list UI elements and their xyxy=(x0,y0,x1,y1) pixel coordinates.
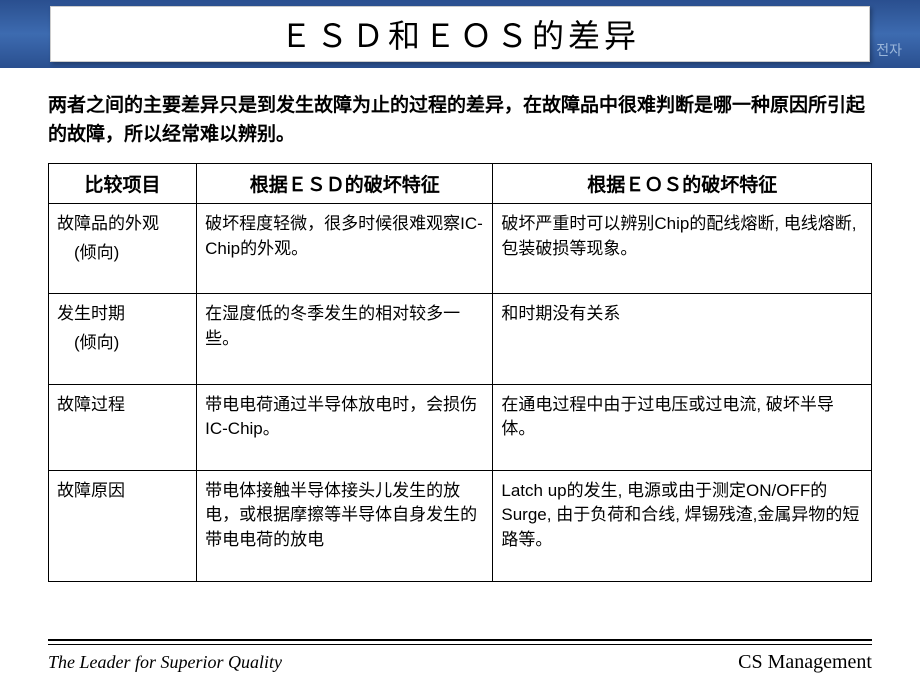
row-label: 故障品的外观 (倾向) xyxy=(49,204,197,294)
eos-cell: 在通电过程中由于过电压或过电流, 破坏半导体。 xyxy=(493,384,872,470)
esd-cell: 带电电荷通过半导体放电时，会损伤IC-Chip。 xyxy=(197,384,493,470)
comparison-table: 比较项目 根据ＥＳＤ的破坏特征 根据ＥＯＳ的破坏特征 故障品的外观 (倾向) 破… xyxy=(48,163,872,582)
eos-cell: 和时期没有关系 xyxy=(493,294,872,384)
footer-row: The Leader for Superior Quality CS Manag… xyxy=(48,651,872,674)
content-area: 两者之间的主要差异只是到发生故障为止的过程的差异，在故障品中很难判断是哪一种原因… xyxy=(0,68,920,582)
table-row: 故障原因 带电体接触半导体接头儿发生的放电，或根据摩擦等半导体自身发生的带电电荷… xyxy=(49,470,872,581)
table-header-row: 比较项目 根据ＥＳＤ的破坏特征 根据ＥＯＳ的破坏特征 xyxy=(49,164,872,204)
row-label: 发生时期 (倾向) xyxy=(49,294,197,384)
header-col1: 比较项目 xyxy=(49,164,197,204)
footer-org: CS Management xyxy=(738,651,872,674)
intro-text: 两者之间的主要差异只是到发生故障为止的过程的差异，在故障品中很难判断是哪一种原因… xyxy=(48,92,872,149)
title-box: ＥＳＤ和ＥＯＳ的差异 xyxy=(50,6,870,62)
footer-divider-thick xyxy=(48,639,872,641)
footer-divider-thin xyxy=(48,644,872,645)
eos-cell: 破坏严重时可以辨别Chip的配线熔断, 电线熔断,包装破损等现象。 xyxy=(493,204,872,294)
esd-cell: 带电体接触半导体接头儿发生的放电，或根据摩擦等半导体自身发生的带电电荷的放电 xyxy=(197,470,493,581)
footer: The Leader for Superior Quality CS Manag… xyxy=(0,639,920,674)
title-bar: ＥＳＤ和ＥＯＳ的差异 전자 xyxy=(0,0,920,68)
corner-label: 전자 xyxy=(876,40,902,60)
table-row: 故障过程 带电电荷通过半导体放电时，会损伤IC-Chip。 在通电过程中由于过电… xyxy=(49,384,872,470)
eos-cell: Latch up的发生, 电源或由于测定ON/OFF的Surge, 由于负荷和合… xyxy=(493,470,872,581)
footer-tagline: The Leader for Superior Quality xyxy=(48,652,282,673)
esd-cell: 在湿度低的冬季发生的相对较多一些。 xyxy=(197,294,493,384)
row-label: 故障原因 xyxy=(49,470,197,581)
header-col3: 根据ＥＯＳ的破坏特征 xyxy=(493,164,872,204)
table-row: 故障品的外观 (倾向) 破坏程度轻微，很多时候很难观察IC-Chip的外观。 破… xyxy=(49,204,872,294)
row-label: 故障过程 xyxy=(49,384,197,470)
header-col2: 根据ＥＳＤ的破坏特征 xyxy=(197,164,493,204)
page-title: ＥＳＤ和ＥＯＳ的差异 xyxy=(280,11,640,57)
esd-cell: 破坏程度轻微，很多时候很难观察IC-Chip的外观。 xyxy=(197,204,493,294)
table-row: 发生时期 (倾向) 在湿度低的冬季发生的相对较多一些。 和时期没有关系 xyxy=(49,294,872,384)
